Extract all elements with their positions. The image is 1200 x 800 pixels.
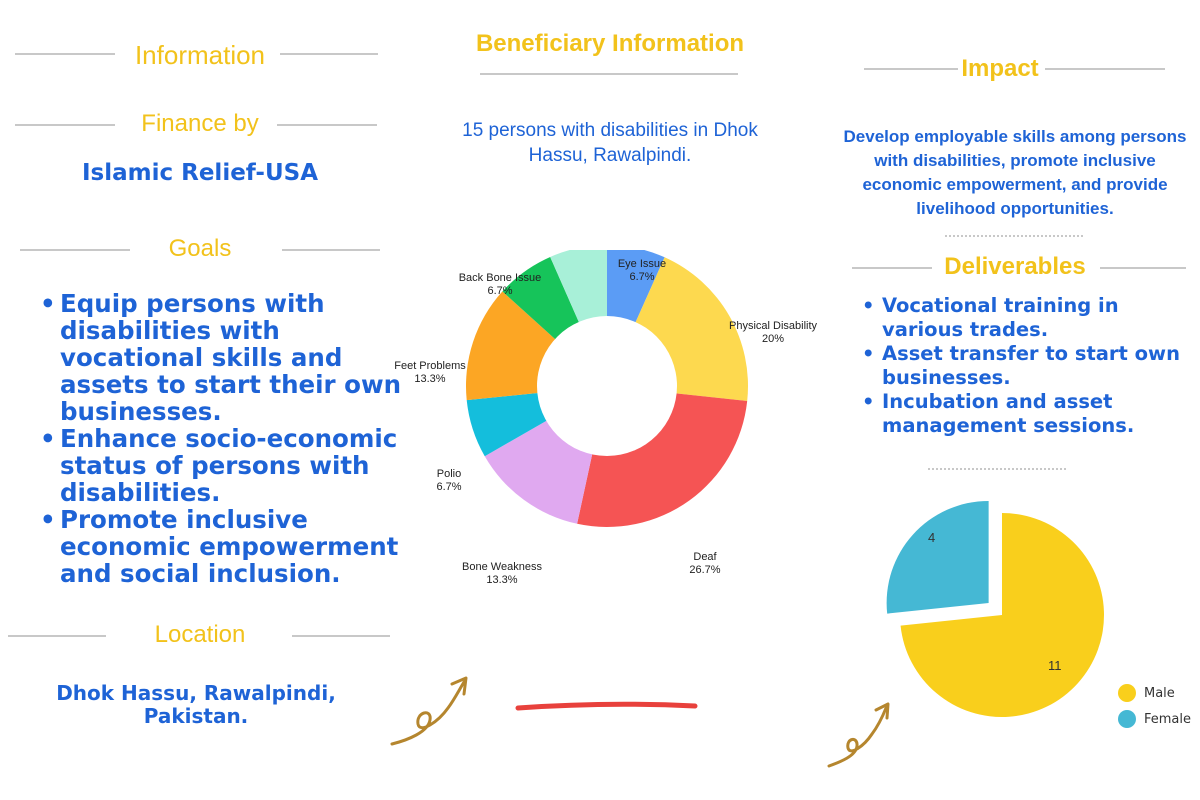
finance-value: Islamic Relief-USA: [81, 160, 318, 186]
decorative-arrow-icon: [827, 702, 890, 768]
divider: [8, 635, 106, 637]
impact-text: Develop employable skills among persons …: [843, 127, 1187, 218]
legend-label-female: Female: [1144, 711, 1192, 727]
impact-heading: Impact: [961, 55, 1039, 82]
goal-item: Enhance socio-economic status of persons…: [40, 425, 420, 506]
legend-item-female: Female: [1118, 706, 1200, 732]
donut-label-bone-weakness: Bone Weakness 13.3%: [462, 561, 542, 586]
beneficiary-heading: Beneficiary Information: [475, 30, 745, 57]
donut-label-physical-disability: Physical Disability 20%: [728, 320, 818, 345]
beneficiary-description: 15 persons with disabilities in Dhok Has…: [462, 120, 758, 166]
divider: [852, 267, 932, 269]
goal-item: Equip persons with disabilities with voc…: [40, 290, 420, 425]
donut-hole: [537, 316, 677, 456]
dotted-divider: [928, 468, 1066, 470]
goals-heading: Goals: [168, 235, 232, 262]
divider: [282, 249, 380, 251]
location-heading: Location: [154, 621, 246, 648]
divider: [1100, 267, 1186, 269]
goal-item: Promote inclusive economic empowerment a…: [40, 506, 420, 587]
red-underline: [515, 701, 698, 711]
deliverables-heading: Deliverables: [944, 253, 1086, 280]
legend-swatch-female: [1118, 710, 1136, 728]
donut-label-polio: Polio 6.7%: [436, 468, 462, 493]
divider: [277, 124, 377, 126]
pie-slice-female: [886, 500, 989, 614]
legend-item-male: Male: [1118, 680, 1200, 706]
gender-pie-chart: 11 4: [886, 500, 1104, 717]
donut-label-eye-issue: Eye Issue 6.7%: [617, 258, 667, 283]
pie-slice-male: [900, 513, 1104, 717]
donut-label-deaf: Deaf 26.7%: [689, 551, 721, 576]
donut-label-feet-problems: Feet Problems 13.3%: [394, 360, 466, 385]
pie-legend: Male Female: [1118, 680, 1200, 732]
legend-swatch-male: [1118, 684, 1136, 702]
legend-label-male: Male: [1144, 685, 1175, 701]
information-heading: Information: [134, 40, 266, 70]
goals-list: Equip persons with disabilities with voc…: [38, 290, 420, 587]
decorative-arrow-icon: [390, 676, 468, 746]
dotted-divider: [945, 235, 1083, 237]
deliverable-item: Asset transfer to start own businesses.: [862, 342, 1182, 390]
deliverable-item: Vocational training in various trades.: [862, 294, 1182, 342]
divider: [15, 124, 115, 126]
divider: [864, 68, 958, 70]
pie-label-male: 11: [1048, 658, 1062, 673]
divider: [280, 53, 378, 55]
donut-label-back-bone-issue: Back Bone Issue 6.7%: [458, 272, 542, 297]
divider: [480, 73, 738, 75]
location-value: Dhok Hassu, Rawalpindi, Pakistan.: [56, 681, 336, 728]
disability-donut-chart: [466, 250, 748, 527]
pie-label-female: 4: [928, 530, 935, 545]
divider: [292, 635, 390, 637]
deliverables-list: Vocational training in various trades. A…: [860, 294, 1182, 438]
deliverable-item: Incubation and asset management sessions…: [862, 390, 1182, 438]
finance-heading: Finance by: [141, 110, 259, 137]
divider: [15, 53, 115, 55]
divider: [1045, 68, 1165, 70]
divider: [20, 249, 130, 251]
